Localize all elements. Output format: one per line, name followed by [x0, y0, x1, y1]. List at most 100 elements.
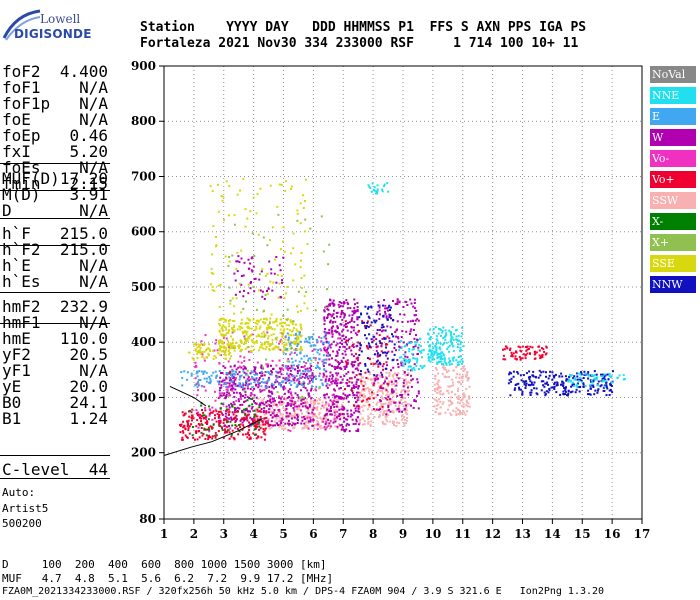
data-point [198, 349, 201, 352]
data-point [300, 409, 302, 412]
data-point [605, 384, 608, 387]
data-point [413, 298, 416, 301]
data-point [264, 274, 267, 277]
data-point [455, 335, 458, 338]
data-point [312, 404, 315, 406]
data-point [359, 373, 362, 376]
data-point [385, 316, 388, 319]
data-point [211, 289, 214, 292]
data-point [403, 379, 406, 382]
data-point [401, 410, 403, 413]
data-point [256, 373, 259, 376]
data-point [223, 345, 226, 348]
data-point [303, 360, 305, 363]
data-point [229, 357, 231, 360]
data-point [532, 375, 535, 378]
data-point [461, 377, 464, 379]
data-point [325, 384, 328, 387]
data-point [247, 325, 250, 328]
data-point [364, 326, 367, 329]
data-point [379, 363, 382, 366]
data-point [259, 289, 262, 292]
data-point [288, 329, 291, 332]
data-point [322, 343, 325, 346]
data-point [460, 367, 463, 370]
data-point [342, 406, 345, 409]
data-point [339, 424, 342, 427]
data-point [252, 423, 254, 426]
data-point [212, 371, 215, 374]
data-point [452, 349, 455, 352]
data-point [370, 362, 373, 365]
data-point [381, 324, 384, 326]
data-point [277, 213, 280, 216]
data-point [395, 425, 398, 427]
data-point [209, 377, 212, 380]
data-point [280, 322, 282, 325]
data-point [323, 368, 326, 371]
data-point [216, 183, 219, 186]
data-point [278, 367, 281, 370]
data-point [433, 398, 436, 401]
data-point [273, 399, 276, 402]
data-point [228, 256, 231, 259]
data-point [364, 363, 367, 365]
data-point [220, 380, 223, 383]
footer-distance-line: D 100 200 400 600 800 1000 1500 3000 [km… [2, 558, 327, 571]
data-point [411, 348, 414, 351]
data-point [199, 344, 202, 347]
data-point [304, 370, 307, 373]
data-point [297, 290, 300, 293]
data-point [466, 379, 469, 382]
data-point [276, 411, 279, 414]
data-point [272, 281, 275, 284]
data-point [308, 403, 311, 406]
data-point [219, 348, 221, 351]
data-point [445, 364, 448, 366]
data-point [274, 415, 277, 418]
data-point [463, 394, 466, 397]
data-point [308, 395, 311, 398]
data-point [227, 330, 230, 332]
data-point [202, 432, 205, 435]
data-point [218, 396, 221, 399]
data-point [306, 367, 309, 370]
data-point [386, 343, 389, 346]
data-point [374, 353, 376, 356]
data-point [513, 388, 516, 391]
data-point [387, 401, 390, 404]
data-point [234, 377, 237, 379]
data-point [578, 390, 581, 393]
data-point [540, 380, 543, 383]
data-point [268, 411, 270, 414]
data-point [201, 409, 203, 411]
data-point [337, 327, 339, 330]
data-point [568, 379, 571, 381]
data-point [269, 184, 272, 187]
data-point [226, 381, 229, 384]
data-point [559, 393, 562, 396]
data-point [331, 330, 334, 332]
data-point [290, 364, 293, 367]
data-point [342, 392, 345, 395]
data-point [311, 336, 314, 338]
data-point [344, 320, 347, 323]
data-point [255, 396, 258, 399]
data-point [553, 374, 556, 377]
data-point [530, 383, 533, 386]
data-point [565, 379, 568, 382]
data-point [374, 396, 377, 399]
data-point [237, 360, 240, 363]
data-point [258, 382, 261, 385]
data-point [275, 414, 278, 417]
data-point [239, 423, 242, 426]
data-point [259, 427, 262, 430]
data-point [339, 418, 342, 421]
data-point [290, 185, 293, 188]
data-point [340, 311, 343, 314]
data-point [230, 374, 232, 376]
param-value: N/A [79, 78, 108, 97]
data-point [235, 425, 238, 428]
data-point [233, 365, 236, 368]
data-point [287, 357, 290, 360]
